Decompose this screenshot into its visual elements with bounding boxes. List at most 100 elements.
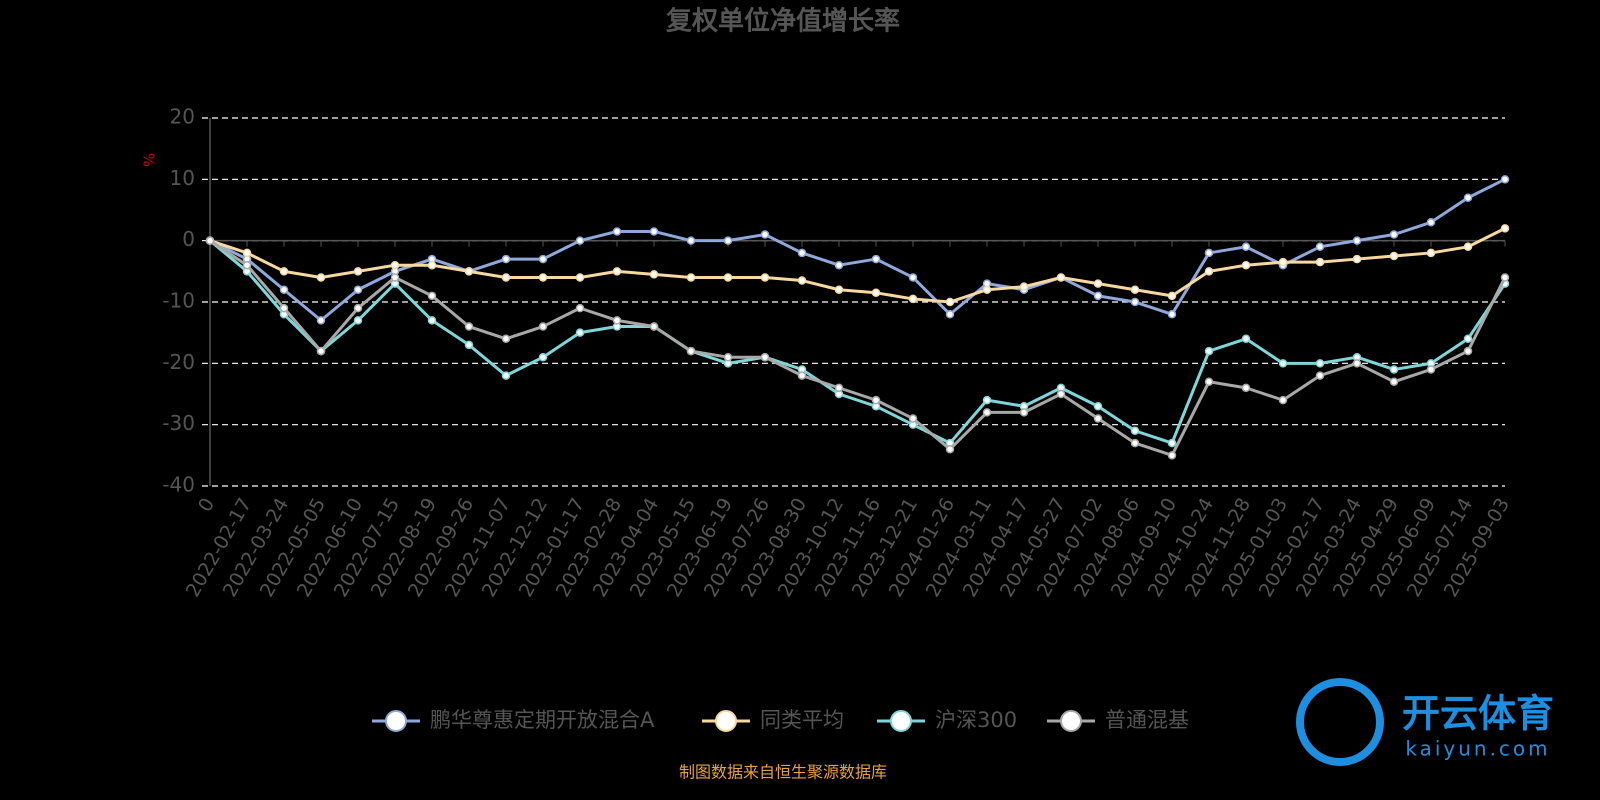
point-marker <box>1204 248 1214 258</box>
point-marker <box>1093 291 1103 301</box>
y-tick-label: 20 <box>170 105 195 129</box>
point-marker <box>1204 346 1214 356</box>
point-marker <box>723 236 733 245</box>
y-tick-label: -30 <box>162 411 195 435</box>
point-marker <box>1426 218 1436 227</box>
x-tick-label: 0 <box>194 494 219 515</box>
legend-label: 鹏华尊惠定期开放混合A <box>430 708 655 732</box>
point-marker <box>1352 359 1362 368</box>
point-marker <box>612 227 622 236</box>
point-marker <box>501 371 511 380</box>
point-marker <box>1315 257 1325 267</box>
point-marker <box>538 322 548 331</box>
point-marker <box>649 322 659 331</box>
watermark-logo <box>1296 678 1384 766</box>
point-marker <box>797 276 807 285</box>
point-marker <box>1167 310 1177 319</box>
point-marker <box>1389 365 1399 374</box>
point-marker <box>538 273 548 282</box>
point-marker <box>501 273 511 282</box>
point-marker <box>390 260 400 270</box>
point-marker <box>279 303 289 313</box>
series-line <box>209 177 1506 322</box>
point-marker <box>1500 273 1510 282</box>
point-marker <box>1463 242 1473 252</box>
source-note: 制图数据来自恒生聚源数据库 <box>679 763 887 782</box>
point-marker <box>353 267 363 276</box>
legend-label: 同类平均 <box>760 708 844 732</box>
point-marker <box>464 322 474 331</box>
y-unit: % <box>141 153 159 167</box>
point-marker <box>1278 395 1288 405</box>
point-marker <box>1315 242 1325 252</box>
point-marker <box>686 236 696 245</box>
point-marker <box>1093 414 1103 423</box>
point-marker <box>1426 248 1436 258</box>
watermark-brand: 开云体育 <box>1402 692 1554 736</box>
point-marker <box>353 303 363 313</box>
point-marker <box>242 248 252 258</box>
point-marker <box>1204 267 1214 276</box>
legend-marker <box>715 710 737 732</box>
point-marker <box>1241 242 1251 252</box>
point-marker <box>871 395 881 405</box>
y-tick-label: -10 <box>162 289 195 313</box>
point-marker <box>1278 257 1288 267</box>
legend-label: 沪深300 <box>935 708 1017 732</box>
point-marker <box>1389 377 1399 386</box>
legend-marker <box>890 710 912 732</box>
point-marker <box>575 273 585 282</box>
point-marker <box>575 303 585 313</box>
point-marker <box>464 340 474 350</box>
point-marker <box>242 260 252 270</box>
point-marker <box>1463 193 1473 202</box>
point-marker <box>945 444 955 454</box>
point-marker <box>982 408 992 417</box>
point-marker <box>649 227 659 236</box>
y-tick-label: 10 <box>170 166 195 190</box>
point-marker <box>1130 285 1140 294</box>
series-line <box>209 227 1506 304</box>
point-marker <box>1463 334 1473 344</box>
point-marker <box>1019 408 1029 417</box>
point-marker <box>575 328 585 337</box>
point-marker <box>649 270 659 279</box>
point-marker <box>1167 438 1177 448</box>
point-marker <box>1389 230 1399 239</box>
point-marker <box>871 288 881 298</box>
series-line <box>209 239 1507 445</box>
point-marker <box>1278 359 1288 368</box>
point-marker <box>982 395 992 405</box>
legend-marker <box>385 710 407 732</box>
point-marker <box>1315 371 1325 380</box>
point-marker <box>427 316 437 325</box>
point-marker <box>279 285 289 294</box>
point-marker <box>945 310 955 319</box>
point-marker <box>1056 273 1066 282</box>
point-marker <box>686 346 696 356</box>
point-marker <box>797 371 807 380</box>
legend-marker <box>1060 710 1082 732</box>
chart-title: 复权单位净值增长率 <box>666 6 900 37</box>
point-marker <box>1093 279 1103 288</box>
point-marker <box>1130 438 1140 448</box>
point-marker <box>205 236 215 245</box>
point-marker <box>982 285 992 294</box>
point-marker <box>1093 402 1103 411</box>
point-marker <box>686 273 696 282</box>
point-marker <box>834 383 844 393</box>
point-marker <box>538 254 548 264</box>
point-marker <box>908 414 918 423</box>
point-marker <box>760 230 770 239</box>
point-marker <box>1389 251 1399 261</box>
point-marker <box>1130 297 1140 307</box>
point-marker <box>390 273 400 282</box>
point-marker <box>1352 254 1362 264</box>
point-marker <box>1167 291 1177 301</box>
point-marker <box>316 273 326 282</box>
point-marker <box>575 236 585 245</box>
point-marker <box>427 291 437 301</box>
point-marker <box>353 285 363 294</box>
